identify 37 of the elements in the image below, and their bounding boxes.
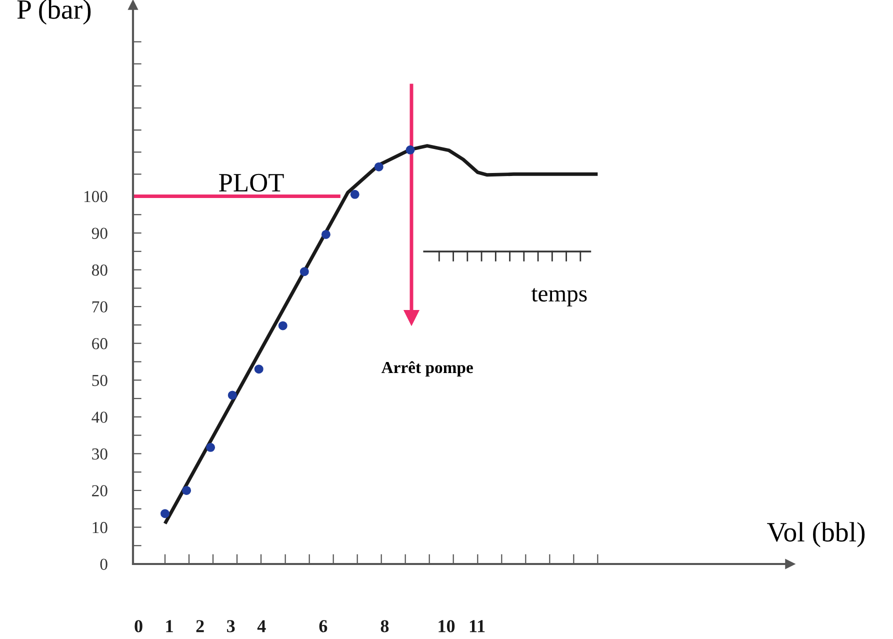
y-tick-label: 0 — [100, 558, 108, 570]
point — [374, 162, 384, 172]
point — [350, 190, 360, 199]
y-tick-label: 10 — [92, 522, 108, 534]
y-tick-label: 60 — [92, 338, 108, 350]
point — [206, 442, 216, 452]
point — [404, 310, 420, 326]
point — [406, 145, 415, 154]
point — [228, 390, 237, 400]
y-tick-label: 70 — [92, 301, 108, 313]
x-tick-label: 6 — [319, 620, 328, 632]
x-axis-title: Vol (bbl) — [767, 522, 865, 548]
y-tick-label: 90 — [92, 228, 108, 239]
x-tick-label: 1 — [166, 620, 173, 632]
y-tick-label: 50 — [92, 374, 108, 386]
point — [278, 321, 288, 330]
x-tick-label: 11 — [470, 620, 485, 632]
x-tick-label: 3 — [227, 620, 235, 632]
x-tick-label: 2 — [196, 620, 204, 632]
annotation: temps — [531, 288, 587, 306]
annotation: Arrêt pompe — [381, 361, 473, 377]
y-tick-label: 30 — [92, 448, 108, 460]
point — [182, 486, 192, 495]
point — [160, 509, 170, 518]
x-tick-label: 10 — [438, 620, 455, 632]
point — [300, 267, 309, 276]
y-tick-label: 40 — [92, 412, 108, 423]
y-tick-label: 100 — [84, 190, 108, 202]
y-tick-label: 20 — [92, 485, 108, 496]
y-tick-label: 80 — [92, 264, 108, 276]
point — [254, 364, 264, 374]
annotation: PLOT — [219, 174, 284, 192]
x-tick-label: 8 — [380, 620, 389, 632]
x-tick-label: 4 — [257, 620, 266, 632]
x-tick-label: 0 — [134, 620, 142, 632]
point — [321, 230, 330, 239]
line-series — [163, 144, 600, 526]
